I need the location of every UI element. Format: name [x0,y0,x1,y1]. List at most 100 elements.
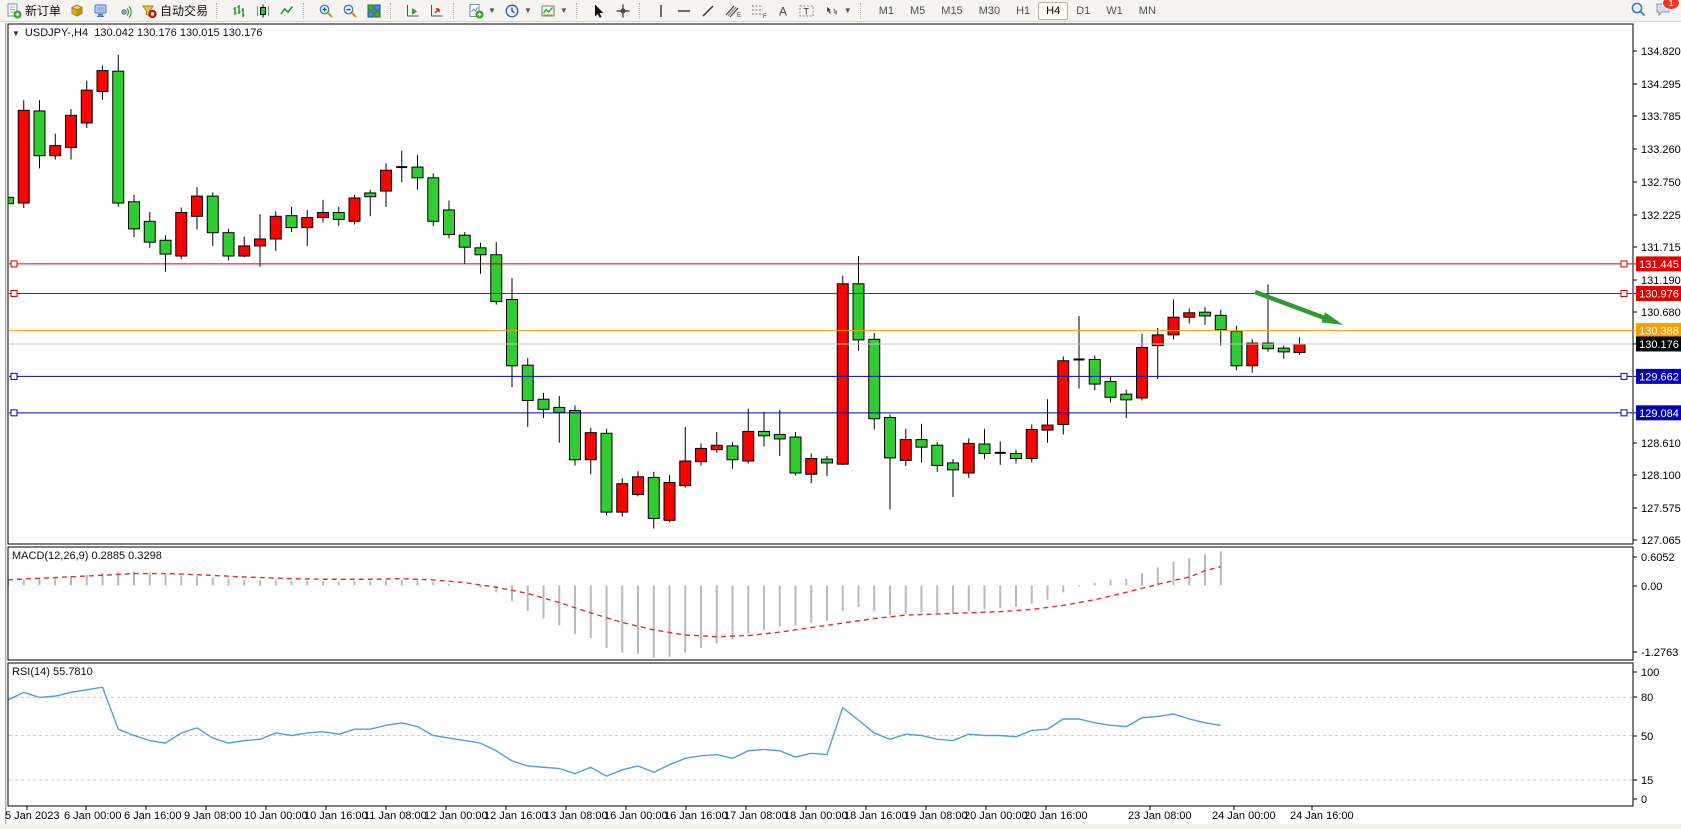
new-order-button[interactable]: 新订单 [2,0,65,22]
bull-candle[interactable] [663,481,676,521]
bear-candle[interactable] [159,239,172,255]
bull-candle[interactable] [380,169,392,192]
bear-candle[interactable] [112,70,125,204]
bull-candle[interactable] [269,215,282,240]
bull-candle[interactable] [80,89,93,124]
bear-candle[interactable] [143,220,156,243]
timeframe-D1[interactable]: D1 [1076,4,1091,17]
periods-button[interactable]: ▼ [500,0,536,22]
bear-candle[interactable] [947,462,959,471]
text-tool-button[interactable]: A [772,0,794,22]
bear-candle[interactable] [490,254,503,302]
arrows-tool-button[interactable]: ▼ [820,0,856,22]
channel-tool-button[interactable]: E [720,0,746,22]
bar-chart-mode-button[interactable] [227,0,251,22]
bull-candle[interactable] [632,476,644,495]
line-handle[interactable] [10,372,18,380]
crosshair-tool-button[interactable] [611,0,635,22]
bull-candle[interactable] [1057,360,1070,425]
notifications-button[interactable]: 1 [1655,0,1680,20]
bull-candle[interactable] [710,444,723,451]
history-center-button[interactable] [65,0,89,22]
text-label-tool-button[interactable]: T [794,0,820,22]
bull-candle[interactable] [584,432,597,461]
bull-candle[interactable] [65,114,77,149]
bear-candle[interactable] [128,201,140,230]
horizontal-line-tool-button[interactable] [672,0,696,22]
templates-button[interactable]: ▼ [536,0,572,22]
bull-candle[interactable] [1041,424,1054,431]
trend-arrow[interactable] [1254,289,1331,323]
bear-candle[interactable] [1262,342,1274,350]
indicators-button[interactable]: ▼ [464,0,500,22]
line-handle[interactable] [1620,260,1628,268]
chart-shift-button[interactable] [425,0,449,22]
bear-candle[interactable] [3,196,14,205]
bull-candle[interactable] [1293,343,1306,354]
vertical-line-tool-button[interactable] [650,0,672,22]
line-handle[interactable] [1620,289,1628,297]
timeframe-W1[interactable]: W1 [1106,4,1123,17]
bear-candle[interactable] [474,247,487,256]
bull-candle[interactable] [175,212,188,257]
bear-candle[interactable] [726,445,739,461]
timeframe-M30[interactable]: M30 [978,4,1001,17]
bull-candle[interactable] [191,195,203,217]
auto-trading-button[interactable]: 自动交易 [137,0,212,22]
bear-candle[interactable] [647,476,660,519]
bear-candle[interactable] [458,234,471,248]
bull-candle[interactable] [96,70,109,92]
tile-windows-button[interactable] [362,0,386,22]
timeframe-MN[interactable]: MN [1138,4,1156,17]
candlestick-mode-button[interactable] [251,0,275,22]
timeframe-M1[interactable]: M1 [878,4,894,17]
bear-candle[interactable] [1088,358,1101,385]
trend-arrow-head[interactable] [1321,312,1344,325]
bear-candle[interactable] [1230,330,1243,367]
bear-candle[interactable] [884,417,896,459]
timeframe-M5[interactable]: M5 [910,4,926,17]
bear-candle[interactable] [569,410,581,461]
bear-candle[interactable] [285,215,298,229]
bull-candle[interactable] [1246,342,1259,367]
bear-candle[interactable] [821,458,833,464]
bear-candle[interactable] [537,398,550,410]
bull-candle[interactable] [17,109,30,204]
bear-candle[interactable] [868,338,881,420]
bull-candle[interactable] [1025,428,1038,460]
bull-candle[interactable] [49,145,62,157]
bull-candle[interactable] [1183,312,1196,318]
bear-candle[interactable] [506,299,518,367]
bear-candle[interactable] [789,436,802,474]
trendline-tool-button[interactable] [696,0,720,22]
bull-candle[interactable] [1167,316,1180,336]
bull-candle[interactable] [742,430,755,462]
bull-candle[interactable] [679,460,692,487]
search-icon[interactable] [1630,1,1647,21]
line-handle[interactable] [1620,409,1628,417]
bull-candle[interactable] [348,197,361,222]
bull-candle[interactable] [301,217,314,229]
bull-candle[interactable] [1136,346,1148,399]
timeframe-H4[interactable]: H4 [1038,1,1069,20]
bull-candle[interactable] [317,212,329,219]
bull-candle[interactable] [899,439,912,461]
bear-candle[interactable] [931,444,944,466]
bull-candle[interactable] [238,245,251,257]
bear-candle[interactable] [364,192,377,198]
bear-candle[interactable] [600,432,613,513]
bear-candle[interactable] [915,439,928,448]
line-chart-mode-button[interactable] [275,0,299,22]
bear-candle[interactable] [206,195,219,234]
line-handle[interactable] [10,409,18,417]
bear-candle[interactable] [1199,311,1211,317]
symbol-dropdown-icon[interactable]: ▼ [12,29,20,38]
bull-candle[interactable] [962,442,975,474]
bull-candle[interactable] [836,283,849,465]
market-watch-button[interactable] [89,0,113,22]
bull-candle[interactable] [1151,334,1164,347]
bull-candle[interactable] [805,458,818,475]
bull-candle[interactable] [254,238,266,247]
bull-candle[interactable] [695,447,707,463]
